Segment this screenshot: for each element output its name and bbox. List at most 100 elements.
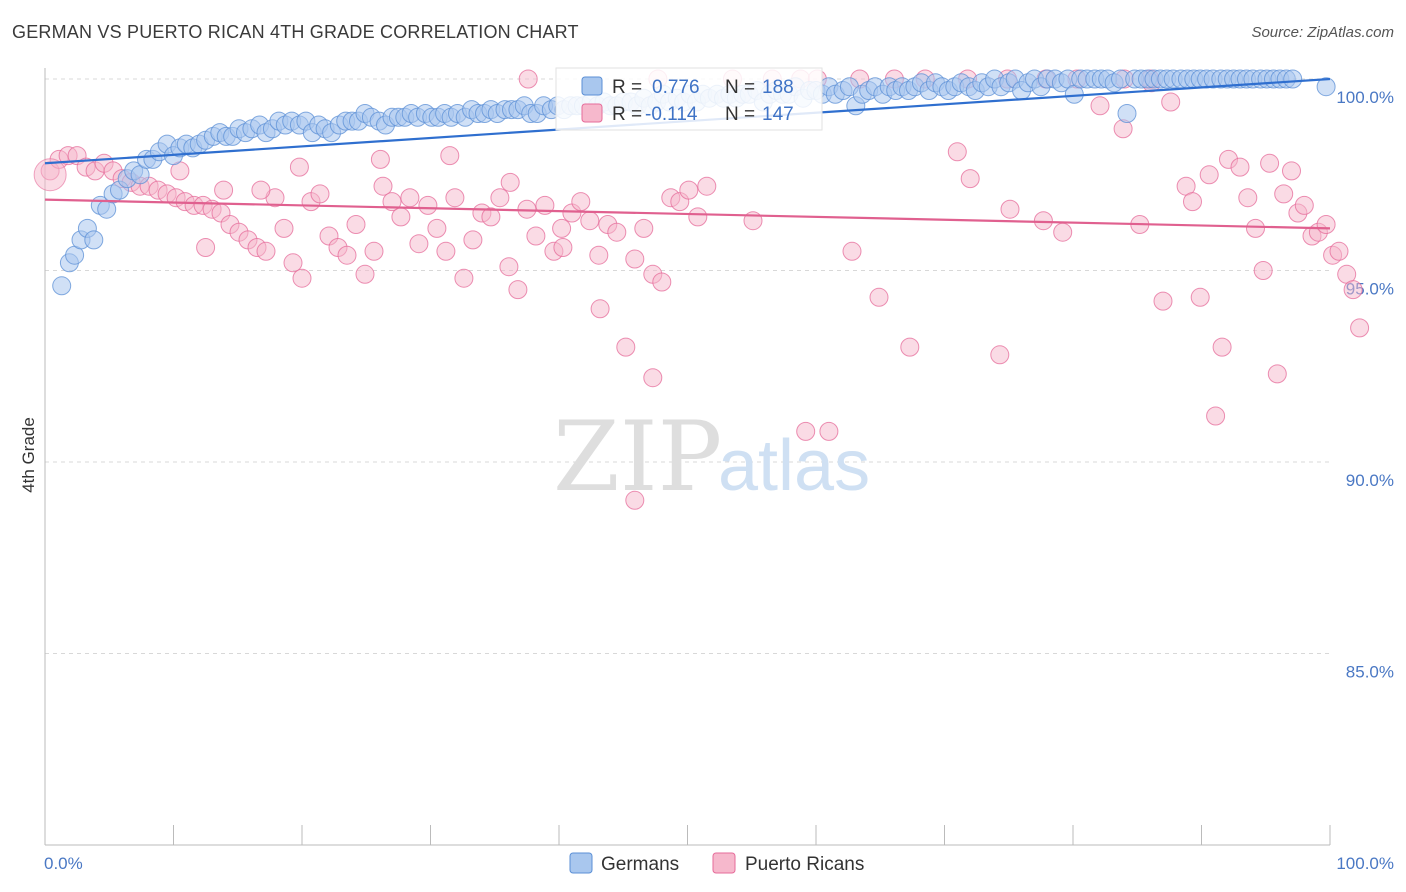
legend-swatch-puerto-ricans — [712, 852, 736, 874]
puerto-rican-point-34 — [346, 215, 366, 234]
puerto-rican-point-71 — [679, 180, 699, 200]
puerto-rican-point-50 — [490, 188, 510, 208]
puerto-rican-point-81 — [590, 299, 610, 319]
puerto-rican-point-28 — [292, 268, 312, 288]
puerto-rican-point-138 — [1329, 241, 1349, 261]
puerto-rican-point-64 — [616, 337, 636, 357]
puerto-rican-point-106 — [960, 169, 980, 189]
x-tick-label-min: 0.0% — [44, 854, 83, 873]
puerto-rican-point-133 — [1294, 195, 1314, 215]
stats-legend: R = 0.776 N = 188 R = -0.114 N = 147 — [555, 67, 823, 131]
puerto-rican-point-47 — [463, 230, 483, 250]
puerto-rican-point-78 — [440, 146, 460, 166]
puerto-rican-point-121 — [1206, 406, 1226, 426]
puerto-rican-point-111 — [1090, 96, 1110, 116]
german-n-label: N = — [725, 77, 755, 98]
puerto-rican-point-26 — [274, 218, 294, 238]
legend-item-puerto-ricans[interactable]: Puerto Ricans — [712, 852, 864, 875]
y-tick-label-2: 90.0% — [1346, 471, 1394, 490]
puerto-rican-point-115 — [1153, 291, 1173, 311]
puerto-rican-point-76 — [289, 157, 309, 177]
legend-label-puerto-ricans: Puerto Ricans — [745, 854, 864, 875]
puerto-rican-point-52 — [508, 280, 528, 300]
y-tick-label-3: 85.0% — [1346, 663, 1394, 682]
puerto-rican-point-77 — [370, 149, 390, 169]
legend: Germans Puerto Ricans — [569, 852, 864, 875]
puerto-rican-point-107 — [990, 345, 1010, 365]
german-r-label: R = — [612, 77, 642, 98]
puerto-rican-point-66 — [634, 218, 654, 238]
gridlines — [45, 78, 1330, 654]
puerto-rican-point-79 — [500, 172, 520, 192]
puerto-rican-point-100 — [518, 69, 538, 89]
puerto-rican-point-54 — [526, 226, 546, 246]
puerto-rican-point-30 — [310, 184, 330, 204]
puerto-rican-point-51 — [499, 257, 519, 277]
watermark-atlas: atlas — [718, 426, 870, 506]
ticks — [44, 825, 1331, 845]
puerto-rican-point-large — [33, 158, 67, 192]
puerto-rican-point-61 — [589, 245, 609, 265]
x-tick-label-max: 100.0% — [1336, 854, 1394, 873]
puerto-rican-point-38 — [382, 192, 402, 212]
puerto-rican-point-36 — [364, 241, 384, 261]
puerto-rican-point-72 — [688, 207, 708, 227]
puerto-rican-point-143 — [214, 180, 234, 200]
puerto-rican-n-label: N = — [725, 104, 755, 125]
puerto-rican-point-119 — [1190, 287, 1210, 307]
german-r-value: 0.776 — [652, 77, 700, 98]
series-puerto-ricans — [33, 69, 1370, 510]
source-credit: Source: ZipAtlas.com — [1251, 24, 1394, 41]
puerto-rican-point-103 — [869, 287, 889, 307]
puerto-rican-point-142 — [196, 238, 216, 257]
puerto-rican-point-39 — [391, 207, 411, 227]
puerto-rican-r-value: -0.114 — [645, 104, 698, 125]
y-axis-label: 4th Grade — [19, 417, 38, 493]
puerto-rican-point-105 — [947, 142, 967, 162]
puerto-rican-point-136 — [1316, 215, 1336, 234]
legend-item-germans[interactable]: Germans — [569, 852, 679, 875]
puerto-rican-point-85 — [625, 490, 645, 510]
puerto-rican-point-24 — [256, 241, 276, 261]
puerto-rican-point-60 — [580, 211, 600, 231]
puerto-rican-point-73 — [697, 176, 717, 196]
puerto-rican-point-84 — [819, 421, 839, 441]
legend-swatch-germans — [569, 852, 593, 874]
puerto-rican-point-45 — [445, 188, 465, 208]
puerto-rican-point-126 — [1246, 218, 1265, 238]
puerto-rican-point-41 — [409, 234, 429, 254]
german-point-187 — [1316, 77, 1336, 97]
puerto-rican-trend-line — [44, 198, 1331, 230]
puerto-rican-point-59 — [571, 192, 591, 212]
y-tick-label-0: 100.0% — [1336, 88, 1394, 107]
puerto-rican-point-131 — [1282, 161, 1301, 181]
puerto-rican-point-42 — [418, 195, 438, 215]
puerto-rican-point-125 — [1238, 188, 1258, 208]
german-point-5 — [84, 230, 104, 250]
puerto-rican-stat-swatch — [581, 103, 603, 123]
watermark: ZIP atlas — [553, 401, 870, 513]
german-point-0 — [52, 276, 72, 296]
puerto-rican-point-109 — [1033, 211, 1053, 231]
puerto-rican-point-128 — [1260, 153, 1280, 173]
german-point-186 — [1283, 69, 1303, 89]
puerto-rican-point-82 — [643, 368, 663, 388]
puerto-rican-n-value: 147 — [762, 104, 794, 125]
puerto-rican-point-108 — [1000, 199, 1020, 219]
puerto-rican-point-110 — [1053, 222, 1073, 242]
puerto-rican-point-124 — [1230, 157, 1250, 177]
chart-title: GERMAN VS PUERTO RICAN 4TH GRADE CORRELA… — [12, 22, 579, 42]
puerto-rican-point-120 — [1199, 165, 1219, 185]
puerto-rican-point-102 — [842, 241, 862, 261]
german-point-161 — [1117, 104, 1137, 123]
puerto-rican-point-140 — [1343, 280, 1363, 300]
puerto-rican-point-122 — [1212, 337, 1232, 357]
puerto-rican-point-141 — [1350, 318, 1370, 338]
puerto-rican-point-104 — [900, 337, 920, 357]
puerto-rican-point-65 — [625, 249, 645, 269]
puerto-rican-point-68 — [652, 272, 672, 292]
puerto-rican-point-33 — [337, 245, 357, 265]
puerto-rican-point-63 — [607, 222, 627, 242]
puerto-rican-point-80 — [552, 218, 572, 238]
